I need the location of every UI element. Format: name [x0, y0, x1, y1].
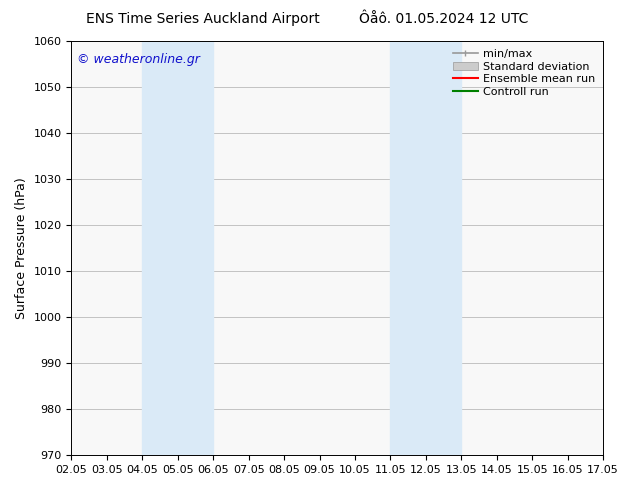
Text: ENS Time Series Auckland Airport: ENS Time Series Auckland Airport — [86, 12, 320, 26]
Bar — [142, 41, 213, 455]
Legend: min/max, Standard deviation, Ensemble mean run, Controll run: min/max, Standard deviation, Ensemble me… — [449, 45, 600, 101]
Text: Ôåô. 01.05.2024 12 UTC: Ôåô. 01.05.2024 12 UTC — [359, 12, 529, 26]
Text: © weatheronline.gr: © weatheronline.gr — [77, 53, 200, 67]
Y-axis label: Surface Pressure (hPa): Surface Pressure (hPa) — [15, 177, 28, 319]
Bar — [391, 41, 462, 455]
